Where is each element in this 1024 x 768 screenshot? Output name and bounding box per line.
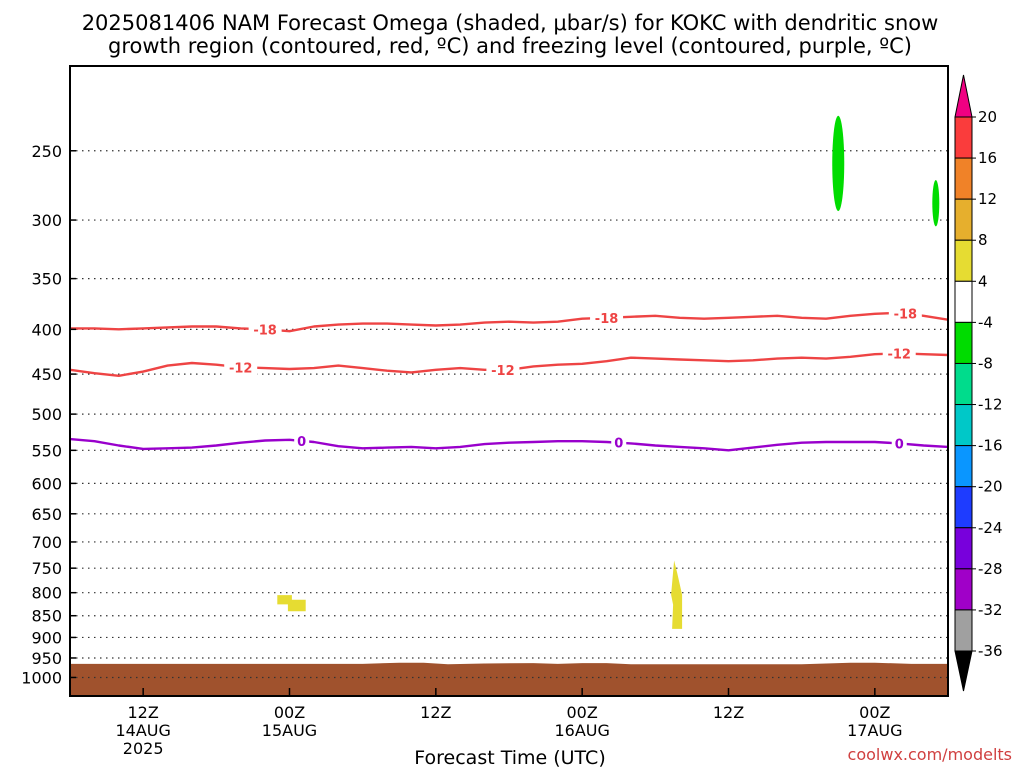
contour-label-bg: [294, 432, 310, 449]
colorbar-box-4: [954, 239, 973, 282]
colorbar-box-12: [954, 568, 973, 611]
contour-label-bg: [611, 434, 627, 451]
omega-blob-yellow-2: [671, 560, 683, 629]
contour-label-bg: [590, 309, 624, 326]
x-tick-date: 16AUG: [554, 721, 609, 740]
contour-label-bg: [486, 361, 520, 378]
x-tick-label: 12Z: [128, 703, 159, 722]
omega-blob-green-1: [832, 115, 845, 212]
colorbar-box-9: [954, 445, 973, 488]
source-credit: coolwx.com/modelts: [848, 745, 1012, 764]
chart-title-line2: growth region (contoured, red, ºC) and f…: [108, 34, 912, 58]
contour-label-3-3: 0: [895, 437, 904, 452]
x-tick-year: 2025: [123, 739, 164, 758]
y-tick-label-550: 550: [31, 441, 62, 460]
y-tick-label-900: 900: [31, 628, 62, 647]
contour-label-3-1: 0: [297, 435, 306, 450]
plot-area: -18 -18 -18 -12 -12 -12 0 0 0 250 300 350 400 450 500 5…: [21, 65, 949, 758]
chart-title-line1: 2025081406 NAM Forecast Omega (shaded, μ…: [82, 11, 939, 35]
colorbar-label-3: 12: [978, 190, 997, 208]
x-tick-label: 00Z: [567, 703, 598, 722]
terrain-fill: [70, 662, 948, 696]
y-tick-label-450: 450: [31, 365, 62, 384]
plot-frame: [69, 65, 949, 697]
colorbar-box-13: [954, 609, 973, 652]
y-tick-label-650: 650: [31, 505, 62, 524]
colorbar-label-14: -36: [978, 642, 1003, 660]
contour-line-3: [70, 437, 948, 452]
colorbar-label-10: -20: [978, 478, 1003, 496]
colorbar-label-2: 16: [978, 149, 997, 167]
contour-label-3-2: 0: [614, 437, 623, 452]
x-axis-label: Forecast Time (UTC): [414, 747, 605, 768]
x-tick-date: 15AUG: [262, 721, 317, 740]
y-tick-label-950: 950: [31, 649, 62, 668]
contour-label-2-2: -12: [491, 364, 515, 379]
colorbar-label-9: -16: [978, 437, 1003, 455]
y-tick-label-300: 300: [31, 211, 62, 230]
omega-blob-yellow-1: [277, 595, 306, 612]
contour-label-1-1: -18: [253, 323, 277, 338]
x-tick-label: 12Z: [713, 703, 744, 722]
y-tick-label-500: 500: [31, 405, 62, 424]
y-tick-label-250: 250: [31, 142, 62, 161]
colorbar-label-6: -4: [978, 313, 993, 331]
contour-label-bg: [888, 305, 922, 322]
x-tick-label: 00Z: [274, 703, 305, 722]
contour-label-bg: [891, 435, 907, 452]
y-tick-label-700: 700: [31, 533, 62, 552]
colorbar-box-7: [954, 362, 973, 406]
contour-label-bg: [882, 345, 916, 362]
y-tick-label-400: 400: [31, 320, 62, 339]
colorbar-box-2: [954, 157, 973, 200]
contour-label-2-3: -12: [887, 347, 911, 362]
colorbar-label-1: 20: [978, 108, 997, 126]
colorbar-label-12: -28: [978, 560, 1003, 578]
colorbar-box-5: [954, 280, 973, 323]
colorbar-box-8: [954, 404, 973, 447]
contour-label-2-1: -12: [229, 361, 253, 376]
colorbar-box-6: [954, 321, 973, 364]
colorbar-box-3: [954, 198, 973, 241]
plot-inner: -18 -18 -18 -12 -12 -12 0 0 0: [70, 115, 948, 696]
colorbar-label-5: 4: [978, 272, 988, 290]
x-tick-date: 14AUG: [115, 721, 170, 740]
contour-label-bg: [224, 359, 258, 376]
contour-label-1-2: -18: [595, 312, 619, 327]
y-tick-label-850: 850: [31, 607, 62, 626]
y-tick-label-600: 600: [31, 474, 62, 493]
contour-line-1: [70, 311, 948, 333]
colorbar-label-13: -32: [978, 601, 1003, 619]
omega-blob-green-2: [932, 180, 940, 227]
y-tick-label-800: 800: [31, 584, 62, 603]
y-tick-label-1000: 1000: [21, 668, 62, 687]
colorbar-box-1: [954, 116, 973, 159]
colorbar-label-8: -12: [978, 396, 1003, 414]
colorbar: 20 16 12 8 4 -4 -8 -12 -16 -20 -24 -28 -32 -36: [954, 74, 1003, 692]
colorbar-label-4: 8: [978, 231, 988, 249]
colorbar-box-10: [954, 486, 973, 529]
contour-label-bg: [248, 321, 282, 338]
colorbar-box-11: [954, 527, 973, 570]
x-tick-label: 00Z: [859, 703, 890, 722]
colorbar-label-11: -24: [978, 519, 1003, 537]
colorbar-label-7: -8: [978, 354, 993, 372]
x-tick-label: 12Z: [420, 703, 451, 722]
contour-label-1-3: -18: [894, 308, 918, 323]
y-tick-label-350: 350: [31, 270, 62, 289]
x-tick-date: 17AUG: [847, 721, 902, 740]
y-tick-label-750: 750: [31, 559, 62, 578]
